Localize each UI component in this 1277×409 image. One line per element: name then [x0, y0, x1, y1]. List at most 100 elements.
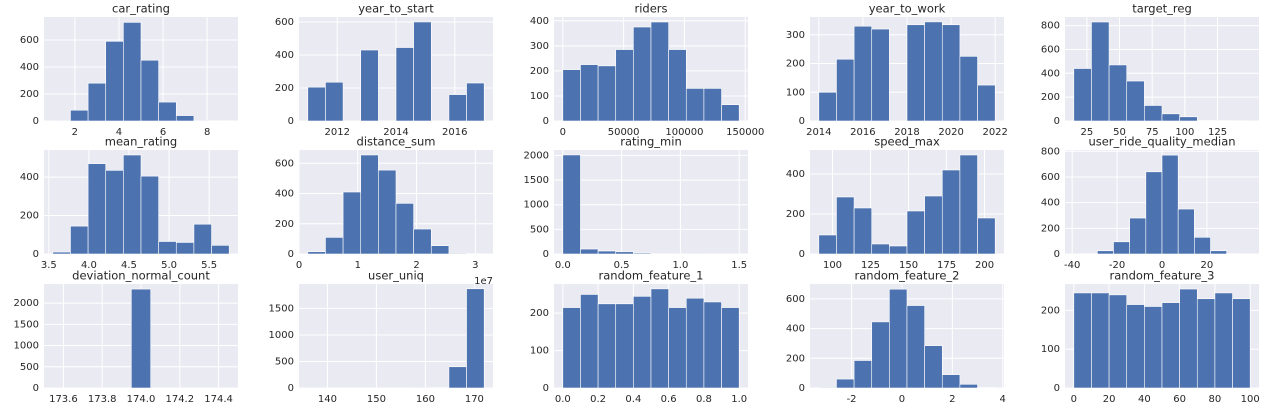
chart-title: user_ride_quality_median: [1088, 135, 1235, 149]
bar: [211, 245, 230, 255]
x-tick-label: 160: [416, 394, 435, 405]
bar: [105, 170, 124, 255]
x-tick-label: 2012: [324, 127, 349, 138]
bar: [871, 321, 890, 389]
bar: [175, 242, 195, 255]
x-tick-label: 173.6: [49, 394, 78, 405]
x-tick-label: 0: [560, 127, 566, 138]
y-tick-label: 300: [786, 30, 805, 41]
bar: [721, 307, 740, 389]
bar: [668, 307, 687, 389]
x-tick-label: 4.5: [121, 260, 137, 271]
chart-title: rating_min: [620, 135, 682, 149]
x-tick-label: 125: [861, 260, 880, 271]
chart-title: mean_rating: [105, 135, 177, 149]
y-tick-label: 0: [799, 383, 805, 394]
y-tick-label: 600: [1041, 172, 1060, 183]
chart-title: speed_max: [874, 135, 940, 149]
bar: [977, 84, 996, 122]
bar: [1177, 208, 1195, 255]
y-tick-label: 0: [1054, 116, 1060, 127]
bar: [448, 252, 467, 255]
x-tick-label: 100: [823, 260, 842, 271]
y-tick-label: 200: [786, 209, 805, 220]
bar: [1091, 292, 1110, 389]
y-tick-label: 200: [786, 59, 805, 70]
bar: [1113, 241, 1130, 255]
x-tick-label: 75: [1146, 127, 1159, 138]
x-tick-label: 150: [899, 260, 918, 271]
bar: [721, 104, 740, 122]
x-tick-label: 5.5: [201, 260, 217, 271]
y-tick-label: 400: [530, 16, 549, 27]
y-tick-label: 500: [275, 356, 294, 367]
y-tick-label: 500: [530, 224, 549, 235]
x-tick-label: 2014: [806, 127, 831, 138]
bar: [818, 386, 837, 389]
x-tick-label: 8: [204, 127, 210, 138]
x-tick-label: 0.0: [555, 394, 571, 405]
bar: [193, 120, 212, 122]
chart-title: random_feature_3: [1110, 269, 1215, 283]
bar: [448, 366, 467, 389]
bar: [633, 252, 652, 255]
x-tick-label: 0.4: [625, 394, 641, 405]
y-tick-label: 400: [20, 172, 39, 183]
chart-title: year_to_start: [358, 2, 434, 16]
bar: [906, 24, 925, 122]
chart-title: random_feature_1: [599, 269, 704, 283]
bar: [836, 378, 855, 389]
bar: [1161, 113, 1180, 122]
y-tick-label: 1500: [269, 303, 294, 314]
bar: [889, 288, 908, 389]
y-tick-label: 0: [543, 383, 549, 394]
x-tick-label: 173.8: [88, 394, 117, 405]
bar: [941, 374, 961, 389]
bar: [703, 301, 722, 389]
x-tick-label: 2014: [383, 127, 408, 138]
bar: [906, 305, 925, 389]
chart-title: random_feature_2: [855, 269, 960, 283]
bar: [853, 207, 873, 255]
bar: [466, 82, 485, 122]
x-offset-label: 1e7: [474, 276, 493, 287]
x-tick-label: 174.4: [204, 394, 233, 405]
x-tick-label: 2: [949, 394, 955, 405]
y-tick-label: 0: [288, 249, 294, 260]
bar: [1129, 217, 1147, 255]
bar: [941, 24, 961, 122]
bar: [1214, 292, 1233, 389]
bar: [1196, 120, 1216, 122]
x-tick-label: 174.2: [165, 394, 194, 405]
bar: [325, 237, 344, 255]
y-tick-label: 0: [33, 249, 39, 260]
y-tick-label: 800: [1041, 21, 1060, 32]
x-tick-label: 0.8: [696, 394, 712, 405]
bar: [466, 288, 485, 389]
bar: [633, 26, 652, 122]
bar: [1144, 105, 1163, 122]
bar: [131, 288, 152, 389]
y-tick-label: 100: [1041, 344, 1060, 355]
x-tick-label: 5.0: [161, 260, 177, 271]
x-tick-label: 1: [355, 260, 361, 271]
x-tick-label: -2: [847, 394, 857, 405]
y-tick-label: 300: [530, 41, 549, 52]
bar: [959, 154, 978, 255]
x-tick-label: 40: [1138, 394, 1151, 405]
y-tick-label: 0: [799, 116, 805, 127]
y-tick-label: 2000: [524, 150, 549, 161]
y-tick-label: 200: [530, 308, 549, 319]
x-tick-label: 125: [1208, 127, 1227, 138]
y-tick-label: 0: [288, 383, 294, 394]
bar: [1144, 306, 1163, 389]
y-tick-label: 2000: [14, 298, 39, 309]
x-tick-label: -40: [1064, 260, 1080, 271]
bar: [395, 47, 414, 122]
bar: [650, 288, 669, 389]
x-tick-label: 0: [1071, 394, 1077, 405]
bar: [889, 245, 908, 255]
bar: [395, 203, 414, 255]
bar: [597, 65, 617, 122]
